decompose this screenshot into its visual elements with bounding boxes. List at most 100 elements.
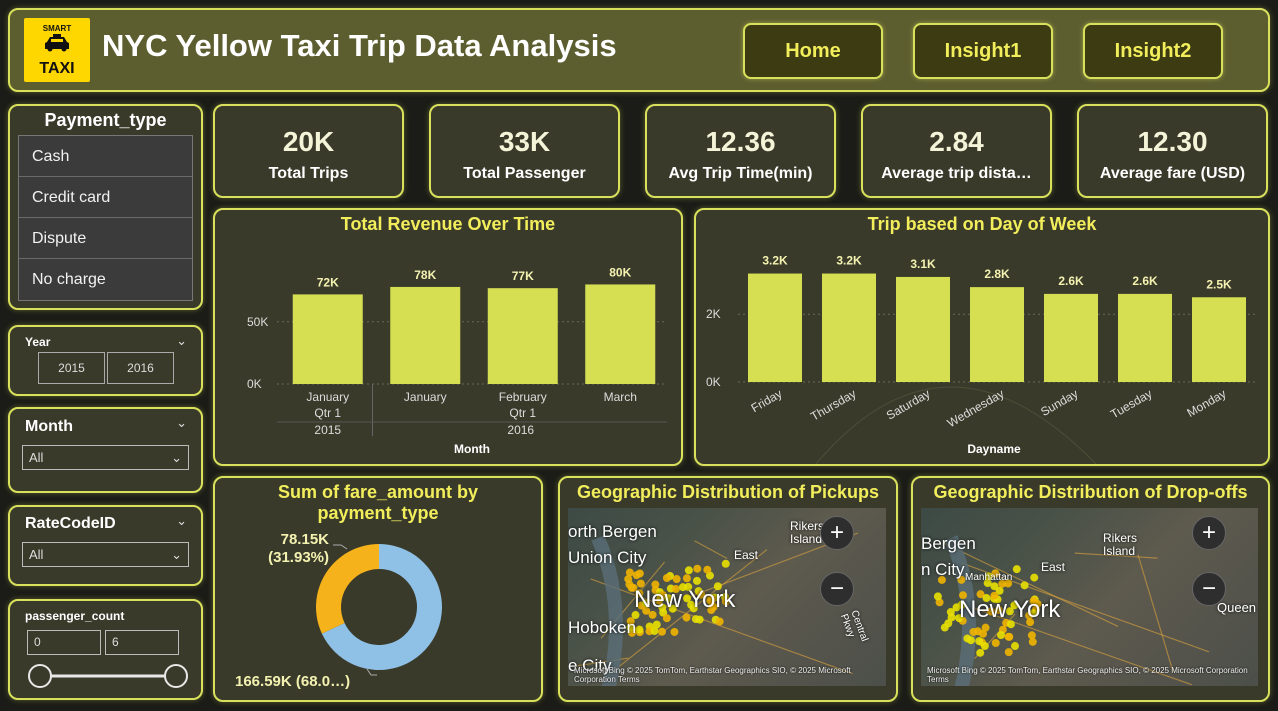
location-point <box>693 564 702 573</box>
year-option-2016[interactable]: 2016 <box>107 352 174 384</box>
x-tick-label: Saturday <box>884 386 933 422</box>
payment-option-no-charge[interactable]: No charge <box>19 259 192 300</box>
location-point <box>957 600 966 609</box>
donut-slice[interactable] <box>316 544 379 634</box>
revenue-bar[interactable] <box>487 288 558 384</box>
map-attribution-text: © 2025 TomTom, Earthstar Geographics SIO… <box>574 666 851 684</box>
kpi-label: Total Passenger <box>463 165 586 182</box>
donut-slice[interactable] <box>321 544 442 670</box>
day-of-week-chart-title: Trip based on Day of Week <box>867 214 1097 234</box>
passenger-max-input[interactable]: 6 <box>105 630 179 655</box>
location-point <box>966 636 975 645</box>
kpi-label: Avg Trip Time(min) <box>668 165 813 182</box>
x-tick-label: Tuesday <box>1108 386 1154 421</box>
revenue-bar[interactable] <box>390 286 461 384</box>
location-point <box>636 579 645 588</box>
location-point <box>1020 581 1029 590</box>
dropoffs-map[interactable]: Bergen n City New York Rikers Island Eas… <box>921 508 1258 686</box>
zoom-out-button[interactable]: − <box>1192 572 1226 606</box>
location-point <box>708 595 717 604</box>
location-point <box>691 615 700 624</box>
header-bar: SMART TAXI NYC Yellow Taxi Trip Data Ana… <box>8 8 1270 92</box>
kpi-label: Total Trips <box>268 165 349 182</box>
day-bar[interactable] <box>1118 293 1172 382</box>
x-tick-label: Thursday <box>808 386 858 423</box>
nav-insight2-button[interactable]: Insight2 <box>1083 23 1223 79</box>
revenue-chart: 0K 50K 72K January Qtr 1 78K January 77K Februar… <box>247 265 667 456</box>
map-label: Rikers Island <box>1103 531 1138 558</box>
location-point <box>1004 648 1013 657</box>
year-title: Year <box>25 335 51 349</box>
location-point <box>652 620 661 629</box>
month-dropdown[interactable]: All ⌄ <box>22 445 189 470</box>
month-title: Month <box>25 418 73 435</box>
day-bar[interactable] <box>970 287 1024 382</box>
location-point <box>997 631 1006 640</box>
location-point <box>976 590 985 599</box>
location-point <box>987 607 996 616</box>
bar-data-label: 72K <box>317 275 339 289</box>
location-point <box>683 594 692 603</box>
nav-insight1-button[interactable]: Insight1 <box>913 23 1053 79</box>
location-point <box>658 627 667 636</box>
location-point <box>713 582 722 591</box>
nav-home-button[interactable]: Home <box>743 23 883 79</box>
revenue-bar[interactable] <box>585 284 656 384</box>
slice-label-pct: (31.93%) <box>268 549 329 566</box>
day-bar[interactable] <box>822 273 876 382</box>
fare-by-payment-donut: 78.15K(31.93%) 166.59K (68.0…) <box>235 531 442 690</box>
map-label: East <box>1041 560 1066 574</box>
day-bar[interactable] <box>896 276 950 382</box>
day-bar[interactable] <box>1192 297 1246 382</box>
map-attribution-text: © 2025 TomTom, Earthstar Geographics SIO… <box>979 666 1248 675</box>
road-line <box>606 549 768 677</box>
year-option-2015[interactable]: 2015 <box>38 352 105 384</box>
dropoff-points-layer <box>933 535 1210 686</box>
location-point <box>979 629 988 638</box>
location-point <box>671 585 680 594</box>
slider-max-handle[interactable] <box>164 664 188 688</box>
location-point <box>650 627 659 636</box>
kpi-value: 2.84 <box>929 126 984 157</box>
passenger-min-input[interactable]: 0 <box>27 630 101 655</box>
road-line <box>1137 554 1174 672</box>
ratecode-dropdown[interactable]: All ⌄ <box>22 542 189 567</box>
chevron-down-icon[interactable]: ⌄ <box>176 333 187 348</box>
bar-data-label: 2.8K <box>984 267 1010 281</box>
location-point <box>672 575 681 584</box>
zoom-out-button[interactable]: − <box>820 572 854 606</box>
map-terms-link[interactable]: Terms <box>617 675 640 684</box>
location-point <box>981 623 990 632</box>
map-provider: Microsoft Bing <box>574 666 625 675</box>
payment-option-dispute[interactable]: Dispute <box>19 218 192 259</box>
revenue-chart-panel: Total Revenue Over Time 0K 50K 72K January Q… <box>213 208 683 466</box>
day-bar[interactable] <box>1044 293 1098 382</box>
location-point <box>1029 597 1038 606</box>
chevron-down-icon[interactable]: ⌄ <box>176 513 187 528</box>
map-label: Bergen <box>921 534 976 553</box>
passenger-count-title: passenger_count <box>25 609 125 623</box>
slice-label: 166.59K (68.0…) <box>235 673 350 690</box>
leader-line <box>366 668 377 676</box>
zoom-in-button[interactable]: + <box>820 516 854 550</box>
revenue-bar[interactable] <box>292 294 363 384</box>
bar-data-label: 2.5K <box>1206 277 1232 291</box>
location-point <box>957 575 966 584</box>
day-bar[interactable] <box>748 273 802 382</box>
zoom-in-button[interactable]: + <box>1192 516 1226 550</box>
year-slicer: Year ⌄ 2015 2016 <box>8 325 203 396</box>
payment-option-cash[interactable]: Cash <box>19 136 192 177</box>
road-line <box>942 541 1119 627</box>
chevron-down-icon[interactable]: ⌄ <box>176 415 187 430</box>
slice-label: 78.15K <box>281 531 330 548</box>
road-line <box>694 540 728 559</box>
passenger-range-slider[interactable] <box>24 661 194 691</box>
location-point <box>1028 637 1037 646</box>
payment-option-credit-card[interactable]: Credit card <box>19 177 192 218</box>
kpi-total-passenger: 33K Total Passenger <box>429 104 620 198</box>
slider-min-handle[interactable] <box>28 664 52 688</box>
map-terms-link[interactable]: Terms <box>927 675 949 684</box>
bar-data-label: 78K <box>414 268 436 282</box>
pickups-map[interactable]: orth Bergen Union City Hoboken New York … <box>568 508 886 686</box>
location-point <box>635 625 644 634</box>
